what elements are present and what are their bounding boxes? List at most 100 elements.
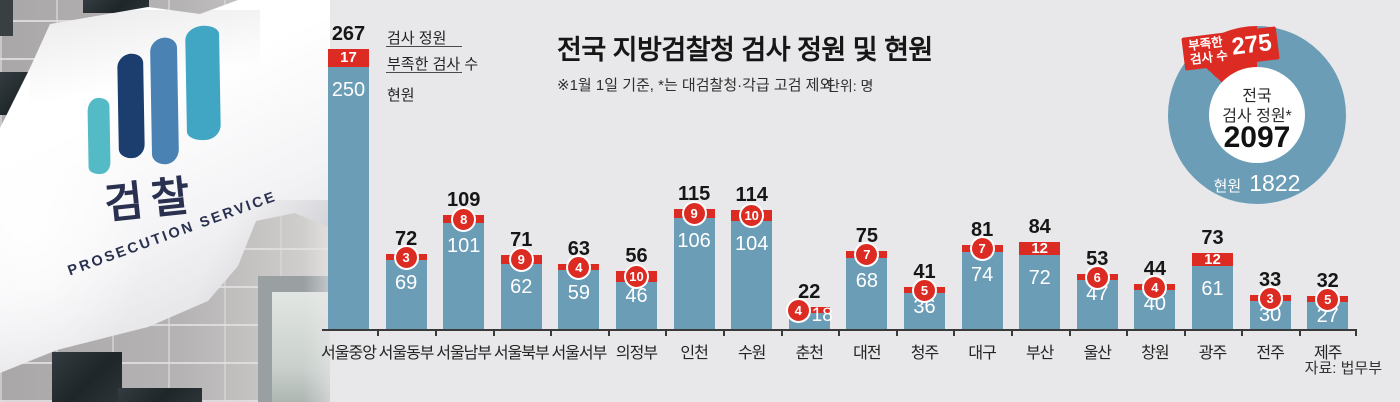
bar-current-value: 61 (1201, 278, 1224, 300)
x-axis-label: 창원 (1141, 345, 1169, 362)
bar-current-segment (328, 67, 369, 330)
flag-fold (0, 120, 150, 373)
axis-tick (1126, 331, 1129, 336)
bar-shortage-segment (328, 49, 369, 67)
x-axis-label: 수원 (737, 345, 766, 362)
donut-chart: 전국 검사 정원* 2097 현원 1822 (1168, 26, 1346, 204)
bar-total-value: 109 (447, 189, 481, 211)
axis-tick (550, 331, 553, 336)
donut-current-value: 1822 (1249, 170, 1301, 196)
prosecution-service-flag: 검찰 PROSECUTION SERVICE (0, 0, 330, 373)
bar-shortage-badge: 8 (451, 206, 477, 232)
x-axis-label: 부산 (1025, 345, 1054, 362)
x-axis-label: 서울북부 (493, 345, 550, 362)
axis-tick (434, 331, 437, 336)
bar-shortage-segment (1192, 253, 1233, 266)
x-axis-label: 춘천 (795, 345, 824, 362)
bar-total-value: 115 (677, 183, 711, 205)
bar-total-value: 41 (913, 261, 936, 283)
bar-청주: 36 5 (904, 277, 945, 330)
bar-current-value: 250 (331, 79, 366, 101)
shortage-callout-value: 275 (1230, 29, 1274, 62)
bar-shortage-segment (1019, 242, 1061, 255)
bar-current-value: 106 (677, 230, 711, 252)
bar-대구: 74 7 (961, 236, 1003, 330)
x-axis-label: 서울서부 (551, 345, 607, 362)
bar-수원: 104 10 (731, 203, 773, 330)
donut-current: 현원 1822 (1168, 170, 1346, 197)
bar-total-value: 44 (1143, 258, 1167, 280)
axis-tick (665, 331, 668, 336)
axis-tick (722, 331, 725, 336)
bar-current-segment (558, 270, 600, 330)
bar-current-value: 18 (811, 305, 833, 326)
axis-tick (1010, 331, 1013, 336)
axis-tick (895, 331, 898, 336)
legend-line (386, 46, 462, 47)
axis-tick (607, 331, 610, 336)
chart-note: ※1월 1일 기준, *는 대검찰청·각급 고검 제외 (557, 77, 834, 94)
x-axis-label: 대구 (968, 345, 996, 362)
bar-춘천: 18 4 (785, 297, 833, 330)
unit-label: 단위: 명 (827, 78, 874, 94)
prosecution-flag-photo: 검찰 PROSECUTION SERVICE (0, 0, 330, 402)
bar-current-segment (961, 252, 1003, 330)
bar-current-segment (1192, 266, 1233, 330)
bar-current-segment (385, 260, 427, 330)
bar-전주: 30 3 (1249, 285, 1291, 330)
axis-tick (1298, 331, 1301, 336)
bar-shortage-value: 12 (1031, 240, 1049, 257)
chart-title: 전국 지방검찰청 검사 정원 및 현원 (557, 35, 933, 65)
legend-line (386, 72, 462, 73)
x-axis-label: 전주 (1256, 345, 1284, 362)
axis-tick (780, 331, 783, 336)
legend-current: 현원 (387, 87, 415, 104)
building-window (52, 352, 122, 402)
axis-tick (838, 331, 841, 336)
bar-total-value: 32 (1316, 270, 1339, 292)
bar-total-value: 56 (625, 245, 648, 267)
bar-서울북부: 62 9 (500, 247, 542, 330)
bar-total-value: 81 (970, 219, 994, 241)
bar-shortage-value: 17 (340, 49, 357, 66)
bar-shortage-badge: 4 (1142, 274, 1168, 300)
bar-shortage-badge: 7 (854, 242, 880, 267)
bar-current-segment (616, 282, 657, 330)
bar-total-value: 114 (735, 184, 768, 206)
bar-total-value: 84 (1028, 216, 1051, 238)
logo-stripe-icon (87, 96, 111, 176)
bar-부산: 72 12 (1019, 240, 1061, 330)
bar-total-value: 73 (1201, 227, 1224, 249)
bar-total-value: 33 (1258, 269, 1282, 291)
bar-current-segment (443, 223, 485, 330)
bar-current-value: 72 (1028, 267, 1051, 289)
bar-shortage-badge: 7 (969, 236, 995, 261)
bar-서울중앙: 250 17 (328, 49, 369, 330)
axis-tick (1355, 331, 1357, 336)
x-axis-label: 서울중앙 (321, 345, 377, 362)
bar-current-value: 46 (625, 285, 648, 307)
axis-tick (1068, 331, 1071, 336)
legend-quota: 검사 정원 (387, 30, 447, 47)
bar-current-segment (846, 258, 888, 330)
axis-tick (953, 331, 956, 336)
bar-current-segment (673, 218, 715, 330)
building-window (118, 388, 202, 402)
donut-current-label: 현원 (1213, 178, 1242, 195)
bar-shortage-badge: 3 (393, 244, 419, 270)
x-axis-label: 광주 (1198, 345, 1227, 362)
axis-tick (1183, 331, 1186, 336)
axis-tick (1241, 331, 1244, 336)
x-axis-label: 인천 (680, 345, 708, 362)
bar-current-value: 59 (567, 282, 591, 304)
bar-current-value: 68 (855, 270, 879, 292)
bar-current-value: 74 (970, 264, 994, 286)
axis-tick (492, 331, 495, 336)
donut-center-line1: 전국 (1242, 88, 1272, 105)
legend-shortage: 부족한 검사 수 (387, 56, 479, 73)
bar-total-value: 75 (855, 225, 879, 247)
bar-의정부: 46 10 (616, 264, 657, 330)
bar-shortage-badge: 4 (566, 254, 592, 280)
bar-current-value: 69 (394, 272, 418, 294)
